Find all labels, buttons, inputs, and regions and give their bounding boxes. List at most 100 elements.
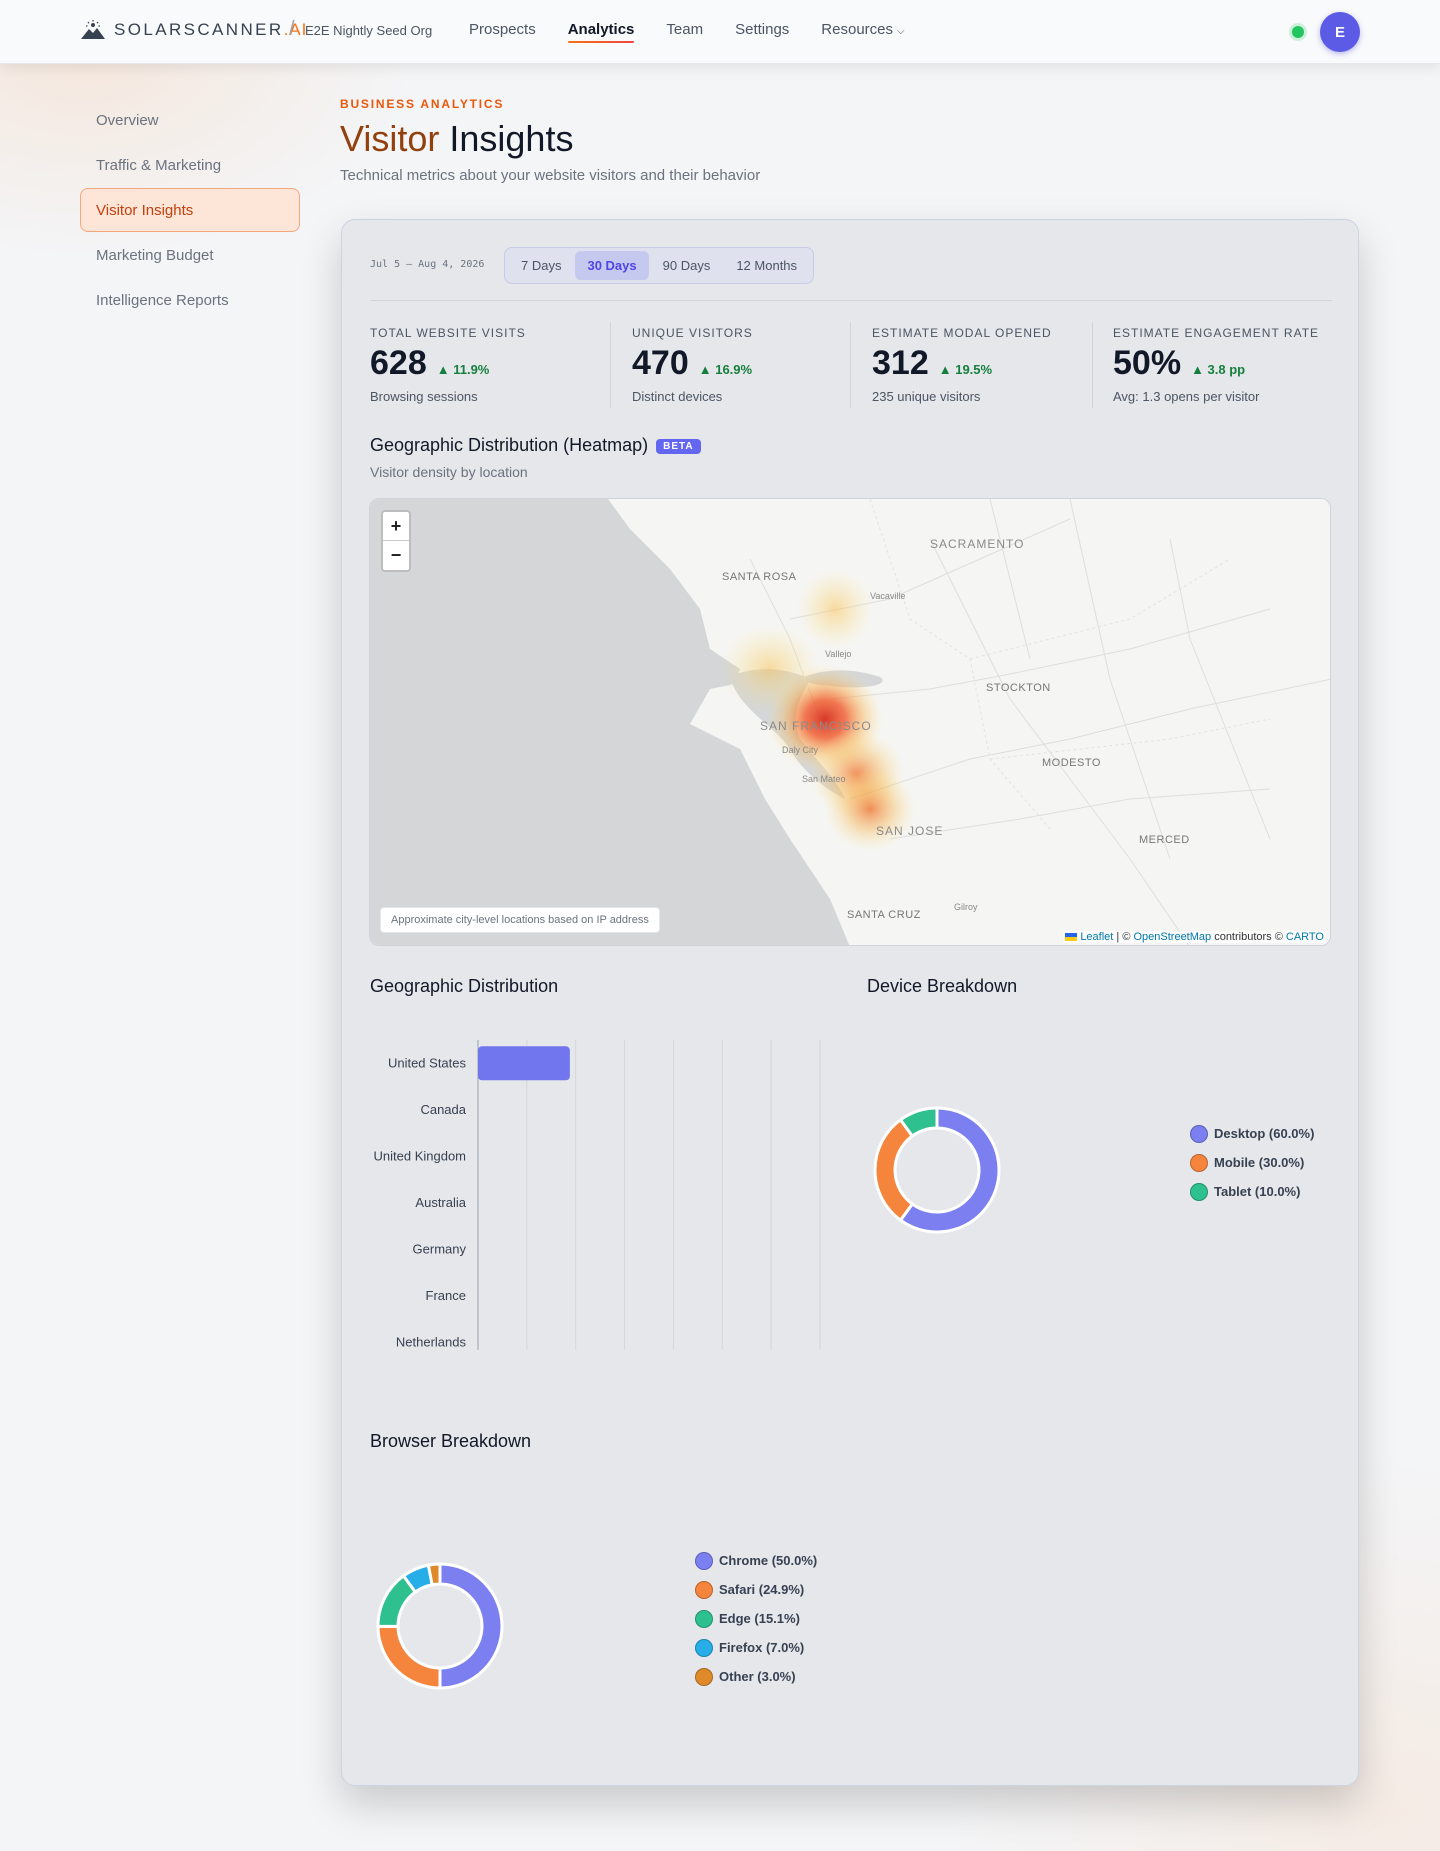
leaflet-link[interactable]: Leaflet — [1080, 931, 1114, 943]
legend-item[interactable]: Safari (24.9%) — [695, 1575, 817, 1604]
device-legend: Desktop (60.0%) Mobile (30.0%) Tablet (10.… — [1190, 1119, 1314, 1206]
page-title: Visitor Insights — [340, 118, 573, 160]
map-base-layer — [370, 499, 1330, 945]
legend-item[interactable]: Tablet (10.0%) — [1190, 1177, 1314, 1206]
legend-swatch — [695, 1667, 713, 1686]
tab-30-days[interactable]: 30 Days — [575, 251, 649, 280]
map-label-modesto: MODESTO — [1042, 757, 1101, 769]
slice-tablet[interactable] — [898, 1106, 939, 1139]
slice-other[interactable] — [426, 1562, 442, 1587]
legend-item[interactable]: Other (3.0%) — [695, 1662, 817, 1691]
user-avatar[interactable]: E — [1320, 12, 1360, 52]
map-label-vacaville: Vacaville — [870, 591, 906, 601]
heatmap-map[interactable]: SACRAMENTO SANTA ROSA Vacaville Vallejo … — [369, 498, 1331, 946]
tab-7-days[interactable]: 7 Days — [521, 258, 562, 273]
brand-logo[interactable]: SOLARSCANNER.AI — [80, 20, 307, 40]
y-category-label: United Kingdom — [374, 1148, 467, 1163]
map-label-merced: MERCED — [1139, 834, 1190, 846]
legend-swatch — [695, 1638, 713, 1657]
y-category-label: Germany — [413, 1242, 467, 1257]
bar-united-states[interactable] — [478, 1046, 570, 1081]
trend-up-icon: ▲ — [1191, 362, 1208, 377]
page-title-word2: Insights — [449, 118, 574, 159]
analytics-sidebar: Overview Traffic & Marketing Visitor Ins… — [80, 98, 300, 323]
nav-prospects[interactable]: Prospects — [469, 21, 536, 38]
trend-up-icon: ▲ — [436, 362, 454, 377]
geo-bar-chart: 050100150200250300350United StatesCanada… — [374, 1040, 821, 1350]
trend-up-icon: ▲ — [698, 362, 716, 377]
nav-settings[interactable]: Settings — [735, 21, 790, 38]
kpi-unique-visitors: UNIQUE VISITORS 470 ▲ 16.9% Distinct devi… — [632, 326, 753, 404]
nav-analytics[interactable]: Analytics — [567, 21, 634, 43]
device-chart-title: Device Breakdown — [867, 976, 1018, 996]
nav-resources-label: Resources — [821, 21, 893, 38]
kpi-label: TOTAL WEBSITE VISITS — [370, 326, 526, 340]
kpi-note: Distinct devices — [632, 389, 723, 404]
map-label-vallejo: Vallejo — [825, 649, 852, 659]
divider — [370, 300, 1332, 301]
legend-item[interactable]: Firefox (7.0%) — [695, 1633, 817, 1662]
tab-12-months[interactable]: 12 Months — [736, 258, 798, 273]
legend-item[interactable]: Mobile (30.0%) — [1190, 1148, 1314, 1177]
kpi-delta-value: 11.9% — [453, 362, 490, 377]
kpi-estimate-modal-opened: ESTIMATE MODAL OPENED 312 ▲ 19.5% 235 uni… — [872, 326, 1052, 404]
brand-suffix: .AI — [283, 20, 308, 39]
zoom-in-button[interactable]: + — [383, 512, 409, 541]
legend-swatch — [695, 1609, 713, 1628]
kpi-label: UNIQUE VISITORS — [632, 326, 753, 340]
brand-name: SOLARSCANNER.AI — [114, 20, 307, 40]
legend-swatch — [695, 1580, 713, 1599]
ocean-area — [370, 499, 850, 945]
map-label-stockton: STOCKTON — [986, 682, 1051, 694]
legend-item[interactable]: Desktop (60.0%) — [1190, 1119, 1314, 1148]
legend-item[interactable]: Chrome (50.0%) — [695, 1546, 817, 1575]
y-category-label: Netherlands — [396, 1335, 467, 1350]
slice-desktop[interactable] — [898, 1106, 1001, 1234]
zoom-out-button[interactable]: − — [390, 545, 402, 565]
nav-team[interactable]: Team — [666, 21, 704, 38]
online-status-indicator — [1292, 26, 1304, 38]
kpi-divider — [1092, 322, 1093, 408]
kpi-value: 470 — [632, 344, 689, 382]
legend-swatch — [1190, 1153, 1208, 1172]
slice-chrome[interactable] — [438, 1562, 504, 1690]
kpi-engagement-rate: ESTIMATE ENGAGEMENT RATE 50% ▲ 3.8 pp Avg… — [1113, 326, 1319, 404]
trend-up-icon: ▲ — [938, 362, 956, 377]
attribution-contributors: contributors © — [1211, 931, 1286, 943]
kpi-divider — [610, 322, 611, 408]
kpi-note: 235 unique visitors — [872, 389, 981, 404]
map-label-san-mateo: San Mateo — [802, 774, 846, 784]
browser-legend: Chrome (50.0%) Safari (24.9%) Edge (15.1%)… — [695, 1546, 817, 1691]
browser-doughnut-chart — [376, 1562, 504, 1690]
legend-item[interactable]: Edge (15.1%) — [695, 1604, 817, 1633]
nav-resources[interactable]: Resources ⌵ — [821, 21, 904, 42]
main-nav: Prospects Analytics Team Settings Resour… — [469, 21, 905, 43]
openstreetmap-link[interactable]: OpenStreetMap — [1133, 931, 1212, 943]
y-category-label: France — [426, 1288, 466, 1303]
sidebar-item-marketing-budget[interactable]: Marketing Budget — [96, 246, 214, 264]
map-label-gilroy: Gilroy — [954, 902, 978, 912]
kpi-note: Avg: 1.3 opens per visitor — [1113, 389, 1260, 404]
kpi-label: ESTIMATE ENGAGEMENT RATE — [1113, 326, 1320, 340]
kpi-divider — [850, 322, 851, 408]
heatmap-title: Geographic Distribution (Heatmap) BETA — [370, 435, 701, 456]
org-name[interactable]: E2E Nightly Seed Org — [305, 23, 433, 38]
sidebar-item-visitor-insights[interactable]: Visitor Insights — [80, 188, 300, 232]
legend-label: Chrome (50.0%) — [719, 1553, 818, 1568]
legend-label: Edge (15.1%) — [719, 1611, 800, 1626]
date-range-label: Jul 5 – Aug 4, 2026 — [370, 259, 485, 270]
carto-link[interactable]: CARTO — [1285, 931, 1324, 943]
sidebar-item-overview[interactable]: Overview — [96, 111, 159, 129]
sidebar-item-intelligence-reports[interactable]: Intelligence Reports — [96, 291, 229, 309]
device-doughnut-chart — [873, 1106, 1001, 1234]
legend-label: Desktop (60.0%) — [1214, 1126, 1315, 1141]
kpi-value: 628 — [370, 344, 427, 382]
map-label-sacramento: SACRAMENTO — [930, 537, 1025, 551]
heat-san-jose — [824, 767, 916, 851]
sidebar-item-traffic-marketing[interactable]: Traffic & Marketing — [96, 156, 222, 174]
tab-90-days[interactable]: 90 Days — [662, 258, 711, 273]
slice-mobile[interactable] — [873, 1117, 915, 1223]
slice-safari[interactable] — [376, 1624, 442, 1690]
y-category-label: Australia — [415, 1195, 466, 1210]
legend-label: Other (3.0%) — [719, 1669, 796, 1684]
